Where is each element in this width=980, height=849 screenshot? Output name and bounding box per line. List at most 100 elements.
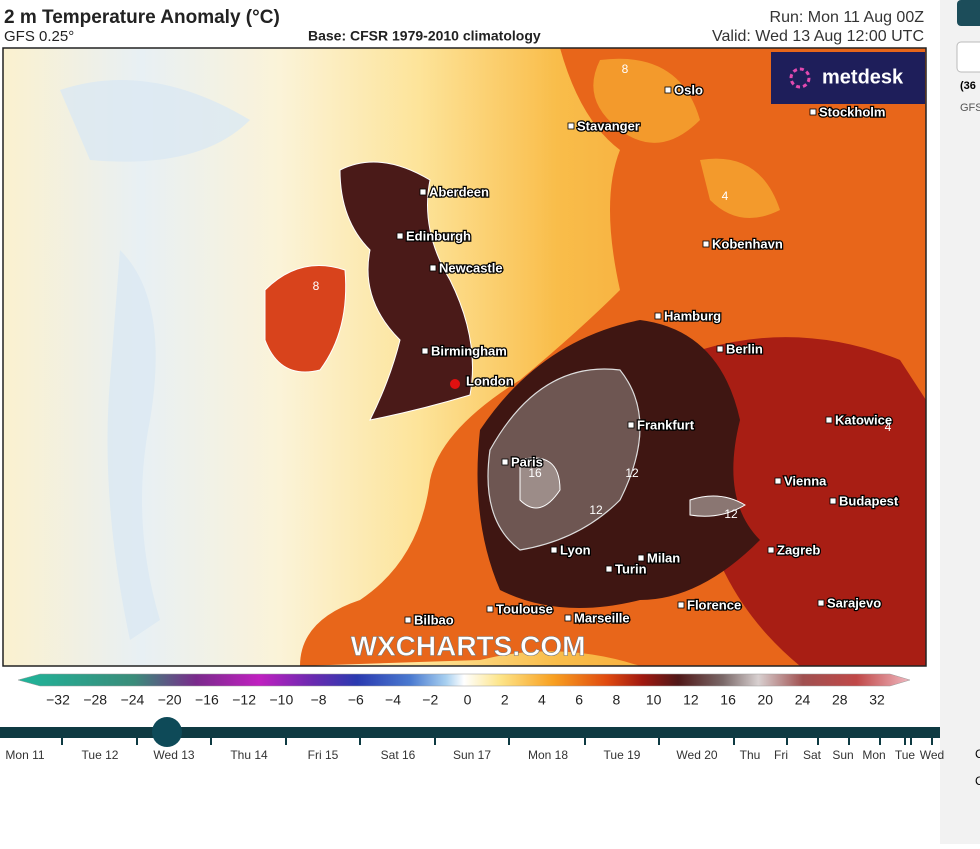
colorbar-label: 4 xyxy=(538,692,546,708)
side-button[interactable] xyxy=(957,0,980,26)
colorbar-label: 2 xyxy=(501,692,509,708)
valid: Valid: Wed 13 Aug 12:00 UTC xyxy=(712,28,924,45)
timeline: Mon 11 Tue 12 Wed 13 Thu 14 Fri 15 Sat 16 Sun … xyxy=(5,738,944,762)
watermark: WXCHARTS.COM xyxy=(351,630,586,661)
timeline-bar xyxy=(0,727,940,738)
colorbar-label: 16 xyxy=(720,692,736,708)
timeline-slider[interactable] xyxy=(152,717,182,747)
timeline-label[interactable]: Thu xyxy=(740,748,761,762)
colorbar-labels: −32 −28 −24 −20 −16 −12 −10 −8 −6 −4 −2 0 2 4 6 8 10 12 16… xyxy=(46,692,885,708)
timeline-label[interactable]: Wed 13 xyxy=(153,748,194,762)
city-marker xyxy=(809,108,817,116)
city-marker xyxy=(664,86,672,94)
city-label: Florence xyxy=(687,597,741,612)
city-marker xyxy=(716,345,724,353)
side-panel xyxy=(940,0,980,844)
colorbar xyxy=(17,673,911,687)
timeline-label[interactable]: Wed xyxy=(920,748,944,762)
timeline-label[interactable]: Fri xyxy=(774,748,788,762)
city-label: Paris xyxy=(511,454,543,469)
city-marker xyxy=(550,546,558,554)
city-label: Edinburgh xyxy=(406,228,471,243)
colorbar-label: 8 xyxy=(613,692,621,708)
contour-label: 12 xyxy=(724,507,738,521)
timeline-label[interactable]: Mon 11 xyxy=(5,748,44,762)
base: Base: CFSR 1979-2010 climatology xyxy=(308,28,541,44)
timeline-label[interactable]: Sat xyxy=(803,748,822,762)
city-marker xyxy=(429,264,437,272)
city-label: Birmingham xyxy=(431,343,507,358)
timeline-label[interactable]: Tue 12 xyxy=(82,748,119,762)
map-title: 2 m Temperature Anomaly (°C) xyxy=(4,7,280,28)
colorbar-label: −10 xyxy=(269,692,293,708)
city-marker xyxy=(605,565,613,573)
timeline-label[interactable]: Fri 15 xyxy=(308,748,339,762)
side-input[interactable] xyxy=(956,41,980,73)
contour-label: 4 xyxy=(722,189,729,203)
city-marker xyxy=(486,605,494,613)
city-marker xyxy=(564,614,572,622)
city-marker xyxy=(567,122,575,130)
timeline-label[interactable]: Mon 18 xyxy=(528,748,568,762)
colorbar-label: 10 xyxy=(646,692,662,708)
side-text: GFS xyxy=(960,102,980,114)
colorbar-label: 12 xyxy=(683,692,699,708)
logo: metdesk xyxy=(822,66,904,88)
city-label: Stavanger xyxy=(577,118,640,133)
timeline-label[interactable]: Sat 16 xyxy=(381,748,416,762)
city-marker xyxy=(419,188,427,196)
city-marker xyxy=(702,240,710,248)
side-text: C xyxy=(975,774,980,788)
city-marker xyxy=(774,477,782,485)
city-label: Toulouse xyxy=(496,601,553,616)
city-label: Lyon xyxy=(560,542,591,557)
contour-label: 4 xyxy=(885,420,892,434)
city-label: Bilbao xyxy=(414,612,454,627)
colorbar-label: 20 xyxy=(758,692,774,708)
colorbar-label: 6 xyxy=(575,692,583,708)
city-label: Berlin xyxy=(726,341,763,356)
city-marker xyxy=(396,232,404,240)
colorbar-label: −6 xyxy=(348,692,364,708)
model: GFS 0.25° xyxy=(4,28,74,45)
city-marker xyxy=(817,599,825,607)
colorbar-label: −20 xyxy=(158,692,182,708)
city-marker xyxy=(404,616,412,624)
city-label: Stockholm xyxy=(819,104,885,119)
timeline-label[interactable]: Tue xyxy=(895,748,916,762)
city-label: Frankfurt xyxy=(637,417,695,432)
city-marker xyxy=(677,601,685,609)
timeline-label[interactable]: Thu 14 xyxy=(230,748,268,762)
city-label: Vienna xyxy=(784,473,827,488)
city-label: Katowice xyxy=(835,412,892,427)
colorbar-label: −12 xyxy=(232,692,256,708)
timeline-label[interactable]: Sun xyxy=(832,748,853,762)
city-label: Turin xyxy=(615,561,647,576)
city-marker xyxy=(421,347,429,355)
city-label: Budapest xyxy=(839,493,899,508)
timeline-label[interactable]: Tue 19 xyxy=(604,748,641,762)
timeline-label[interactable]: Wed 20 xyxy=(676,748,717,762)
side-text: (36 xyxy=(960,80,976,92)
city-label: Newcastle xyxy=(439,260,503,275)
city-label: Marseille xyxy=(574,610,630,625)
colorbar-label: −8 xyxy=(311,692,327,708)
timeline-label[interactable]: Sun 17 xyxy=(453,748,491,762)
city-marker xyxy=(637,554,645,562)
city-marker xyxy=(654,312,662,320)
logo-box xyxy=(771,52,925,104)
city-marker xyxy=(501,458,509,466)
contour-label: 8 xyxy=(622,62,629,76)
contour-label: 12 xyxy=(625,466,639,480)
city-label: Oslo xyxy=(674,82,703,97)
city-marker xyxy=(829,497,837,505)
timeline-label[interactable]: Mon xyxy=(862,748,885,762)
city-marker xyxy=(825,416,833,424)
colorbar-label: −2 xyxy=(422,692,438,708)
city-marker xyxy=(627,421,635,429)
city-marker xyxy=(767,546,775,554)
colorbar-label: −24 xyxy=(121,692,145,708)
colorbar-label: −16 xyxy=(195,692,219,708)
contour-labels: 8 4 8 16 12 12 12 4 xyxy=(313,62,892,521)
